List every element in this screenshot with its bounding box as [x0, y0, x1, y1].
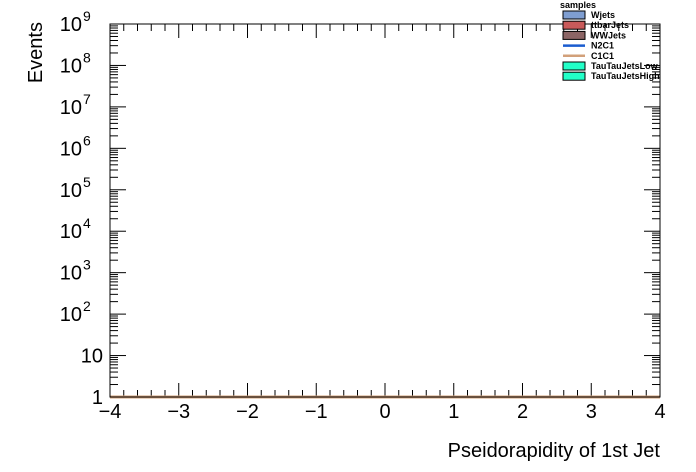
legend-swatch — [562, 71, 586, 81]
x-tick-label: 1 — [448, 401, 459, 423]
legend-entry-label: TauTauJetsHigh — [591, 71, 660, 81]
legend-entry-label: WWJets — [591, 30, 626, 40]
legend-entry-label: C1C1 — [591, 51, 614, 61]
x-tick-label: 0 — [379, 401, 390, 423]
legend-entry-label: TauTauJetsLow — [591, 61, 659, 71]
legend-swatch — [562, 20, 586, 30]
y-tick-label: 10 — [60, 180, 82, 202]
x-tick-label: −1 — [305, 401, 328, 423]
y-tick-label: 10 — [60, 138, 82, 160]
x-tick-label: 3 — [586, 401, 597, 423]
y-tick-exponent: 5 — [83, 174, 91, 190]
y-tick-exponent: 4 — [83, 215, 91, 231]
legend-swatch — [562, 30, 586, 40]
legend-swatch — [562, 10, 586, 20]
x-tick-label: −3 — [167, 401, 190, 423]
legend-entry-label: ttbarJets — [591, 20, 629, 30]
y-tick-exponent: 6 — [83, 132, 91, 148]
plot-frame — [109, 23, 661, 398]
y-tick-exponent: 8 — [83, 49, 91, 65]
y-tick-exponent: 2 — [83, 298, 91, 314]
legend-swatch — [562, 61, 586, 71]
y-tick-label: 1 — [92, 387, 103, 409]
legend-entry-label: Wjets — [591, 10, 615, 20]
legend: samplesWjetsttbarJetsWWJetsN2C1C1C1TauTa… — [560, 0, 660, 81]
y-tick-label: 10 — [60, 14, 82, 36]
y-tick-label: 10 — [60, 97, 82, 119]
y-tick-label: 10 — [60, 221, 82, 243]
y-tick-exponent: 9 — [83, 8, 91, 24]
y-axis-title: Events — [25, 22, 47, 83]
y-tick-label: 10 — [81, 346, 103, 368]
x-axis-title: Pseidorapidity of 1st Jet — [448, 440, 661, 462]
y-tick-exponent: 7 — [83, 91, 91, 107]
x-tick-labels: −4 −3 −2 −1 0 1 2 3 4 — [99, 401, 666, 423]
x-tick-label: −2 — [236, 401, 259, 423]
x-tick-label: 4 — [654, 401, 665, 423]
y-tick-label: 10 — [60, 55, 82, 77]
legend-entry-label: N2C1 — [591, 41, 614, 51]
x-tick-label: −4 — [99, 401, 122, 423]
y-tick-exponent: 3 — [83, 257, 91, 273]
x-tick-label: 2 — [517, 401, 528, 423]
y-tick-label: 10 — [60, 304, 82, 326]
y-tick-label: 10 — [60, 263, 82, 285]
legend-title: samples — [560, 0, 596, 10]
